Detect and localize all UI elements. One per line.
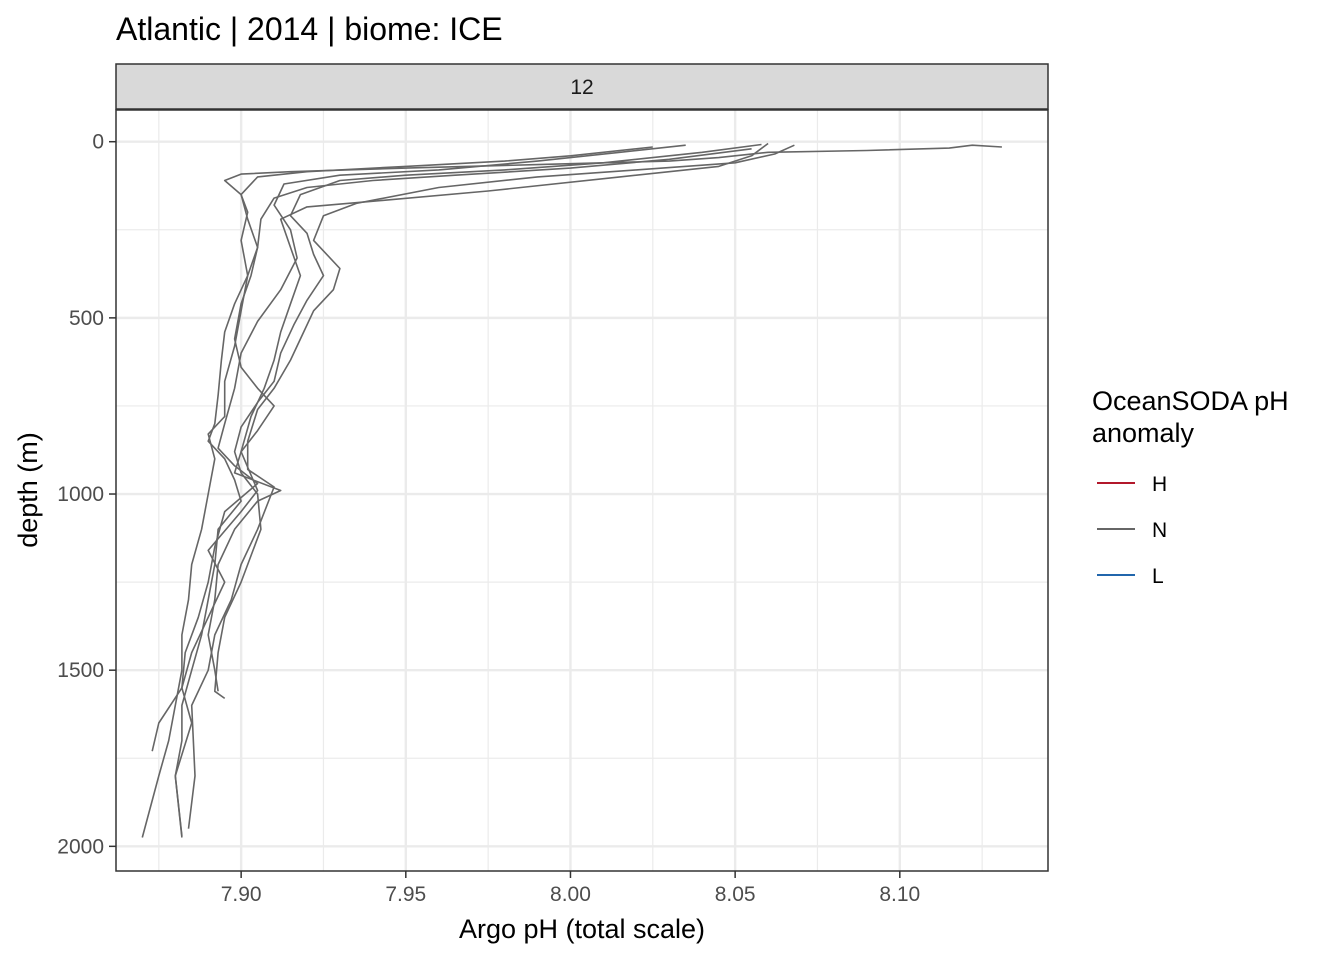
y-axis: 0 500 1000 1500 2000 [57,131,116,859]
y-tick-label: 2000 [57,835,104,858]
x-tick-label: 8.00 [550,883,591,906]
y-axis-title: depth (m) [13,432,43,548]
legend-title-line2: anomaly [1092,418,1195,448]
x-tick-label: 7.95 [385,883,426,906]
legend-label-N: N [1152,519,1167,542]
facet-strip: 12 [116,64,1048,109]
legend-title-line1: OceanSODA pH [1092,386,1289,416]
legend-label-L: L [1152,565,1164,588]
y-tick-label: 1000 [57,483,104,506]
chart-title: Atlantic | 2014 | biome: ICE [116,11,503,47]
legend-items: HNL [1097,473,1167,588]
y-tick-label: 1500 [57,659,104,682]
x-axis: 7.90 7.95 8.00 8.05 8.10 [221,871,921,906]
facet-strip-label: 12 [570,76,593,99]
x-axis-title: Argo pH (total scale) [459,914,705,944]
x-tick-label: 8.10 [879,883,920,906]
y-tick-label: 0 [92,131,104,154]
legend-label-H: H [1152,473,1167,496]
x-tick-label: 8.05 [715,883,756,906]
legend: OceanSODA pH anomaly HNL [1092,386,1289,588]
y-tick-label: 500 [69,307,104,330]
x-tick-label: 7.90 [221,883,262,906]
